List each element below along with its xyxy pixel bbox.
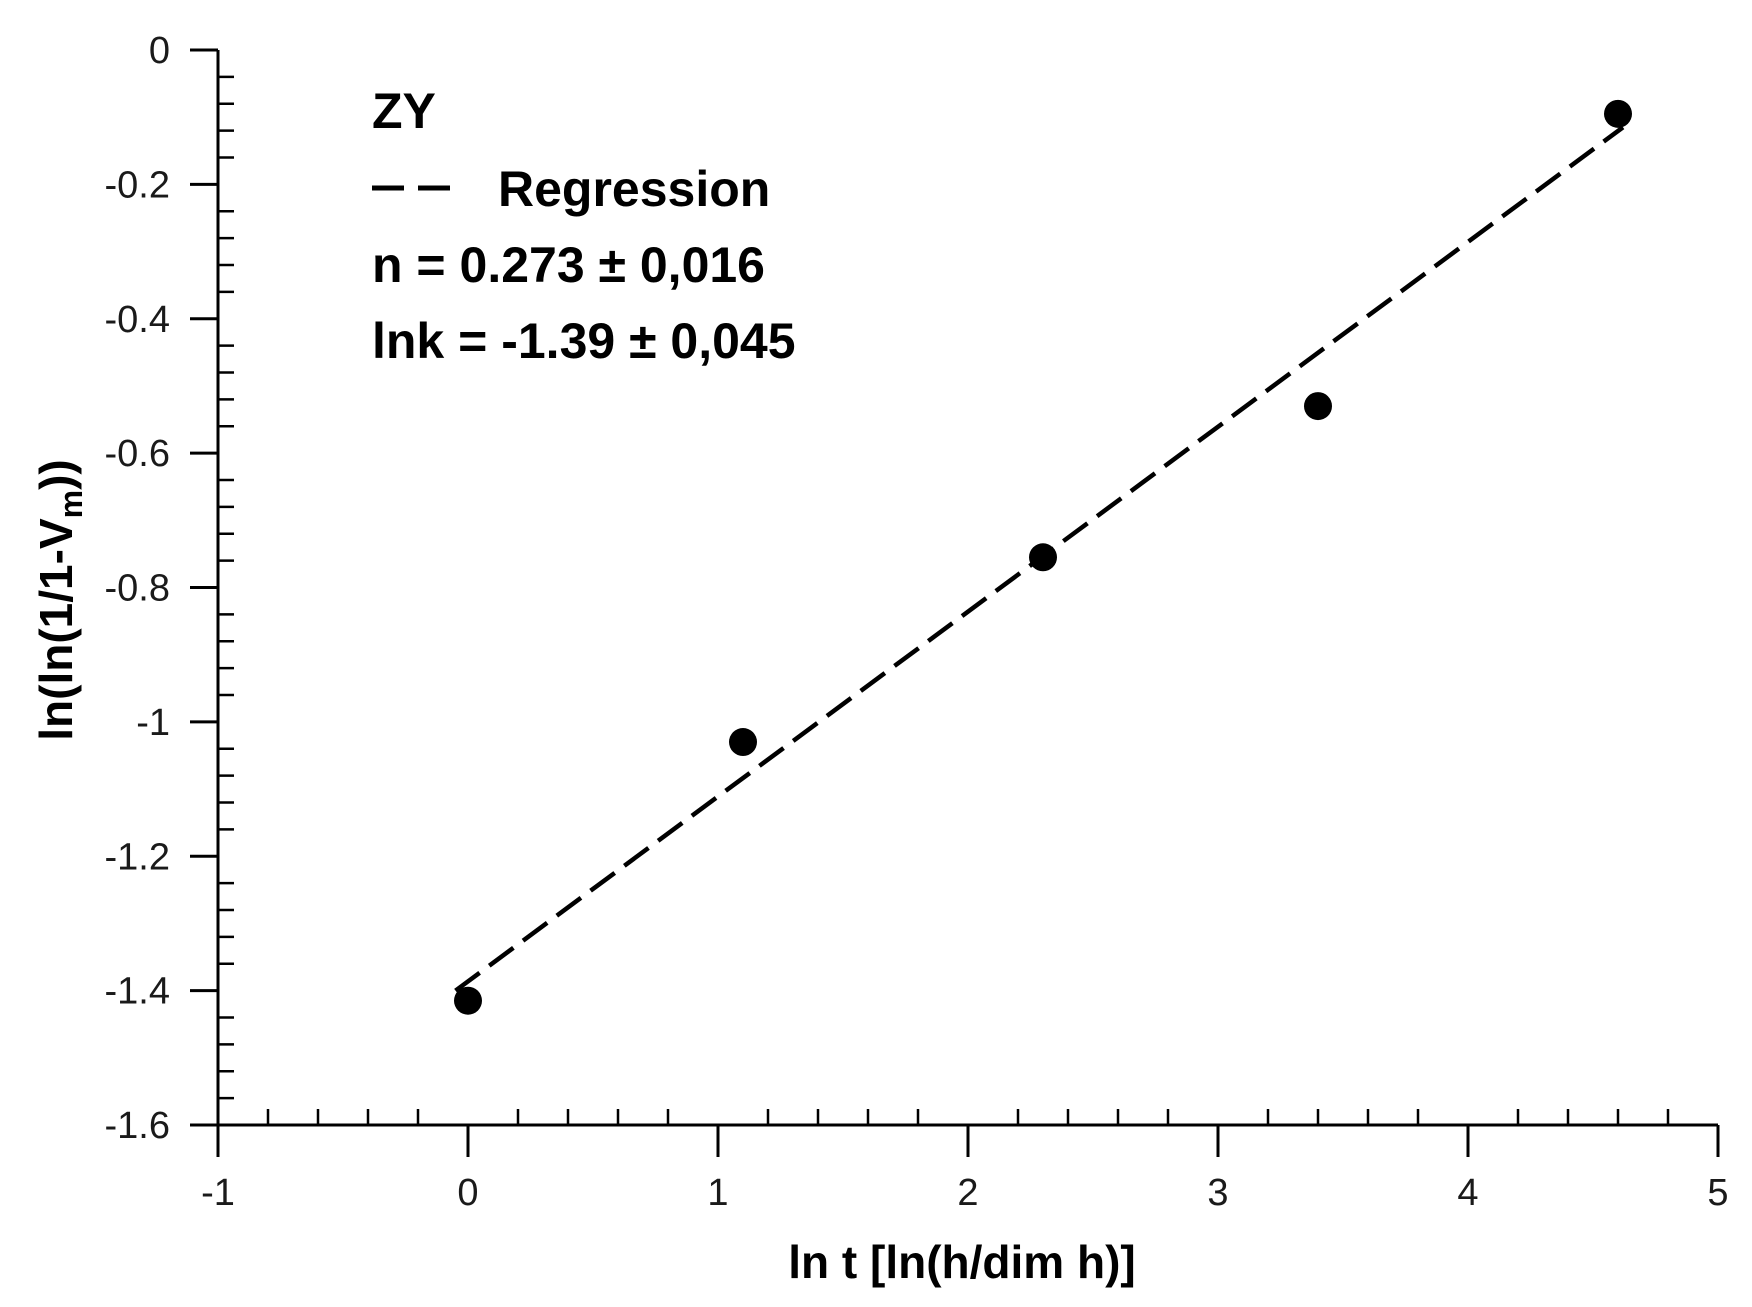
- tick-labels: 0 -0.2 -0.4 -0.6 -0.8 -1 -1.2 -1.4 -1.6 -1 0 1 2 3 4 5: [105, 30, 1729, 1214]
- data-point: [1304, 392, 1332, 421]
- x-tick-label: 3: [1207, 1172, 1228, 1214]
- y-tick-label: -0.4: [105, 299, 170, 341]
- plot-area: [454, 99, 1632, 1015]
- y-axis-title-subscript: m: [53, 490, 89, 518]
- x-tick-label: 5: [1707, 1172, 1728, 1214]
- y-tick-label: -1.6: [105, 1105, 170, 1147]
- y-tick-label: -0.8: [105, 568, 170, 610]
- legend-series-label: ZY: [372, 83, 436, 139]
- y-tick-label: -1.2: [105, 836, 170, 878]
- y-tick-label: 0: [149, 30, 170, 72]
- data-point: [454, 986, 482, 1015]
- regression-line: [454, 125, 1625, 993]
- data-point: [1604, 99, 1632, 128]
- legend-n-value: n = 0.273 ± 0,016: [372, 237, 765, 293]
- x-axis-title: ln t [ln(h/dim h)]: [788, 1236, 1135, 1288]
- axes: [216, 50, 1718, 1127]
- x-tick-label: 2: [957, 1172, 978, 1214]
- y-axis-title: ln(ln(1/1-Vm)): [30, 459, 89, 740]
- legend: ZY Regression n = 0.273 ± 0,016 lnk = -1…: [372, 83, 796, 369]
- data-point: [729, 728, 757, 757]
- x-tick-label: 1: [707, 1172, 728, 1214]
- x-tick-label: -1: [201, 1172, 235, 1214]
- legend-regression-label: Regression: [498, 161, 770, 217]
- y-tick-label: -0.2: [105, 164, 170, 206]
- legend-lnk-value: lnk = -1.39 ± 0,045: [372, 313, 796, 369]
- x-tick-label: 4: [1457, 1172, 1478, 1214]
- y-tick-label: -0.6: [105, 433, 170, 475]
- axis-ticks: [190, 48, 1720, 1157]
- y-tick-label: -1.4: [105, 971, 170, 1013]
- y-axis-title-end: )): [30, 459, 82, 490]
- x-tick-label: 0: [457, 1172, 478, 1214]
- y-axis-title-main: ln(ln(1/1-V: [30, 518, 82, 741]
- y-tick-label: -1: [136, 702, 170, 744]
